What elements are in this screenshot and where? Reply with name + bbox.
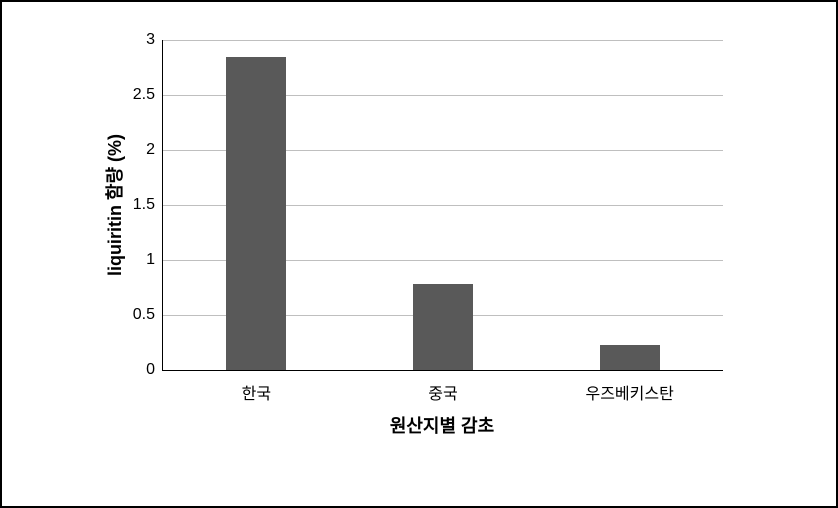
y-tick-label: 3 (146, 31, 163, 49)
x-axis-title: 원산지별 감초 (390, 412, 494, 438)
bar (413, 284, 473, 370)
x-tick-label: 한국 (242, 370, 271, 404)
bar (600, 345, 660, 370)
chart-frame: 00.511.522.53한국중국우즈베키스탄 liquiritin 함량 (%… (2, 0, 836, 508)
y-tick-label: 1 (146, 251, 163, 269)
plot-area: 00.511.522.53한국중국우즈베키스탄 (162, 40, 723, 371)
y-tick-label: 0.5 (133, 306, 163, 324)
gridline (163, 40, 723, 41)
y-axis-title: liquiritin 함량 (%) (101, 134, 127, 276)
y-tick-label: 2 (146, 141, 163, 159)
x-tick-label: 우즈베키스탄 (585, 370, 673, 404)
y-tick-label: 2.5 (133, 86, 163, 104)
y-tick-label: 1.5 (133, 196, 163, 214)
y-tick-label: 0 (146, 361, 163, 379)
bar (226, 57, 286, 371)
x-tick-label: 중국 (428, 370, 457, 404)
chart-outer-frame: 00.511.522.53한국중국우즈베키스탄 liquiritin 함량 (%… (0, 0, 838, 508)
